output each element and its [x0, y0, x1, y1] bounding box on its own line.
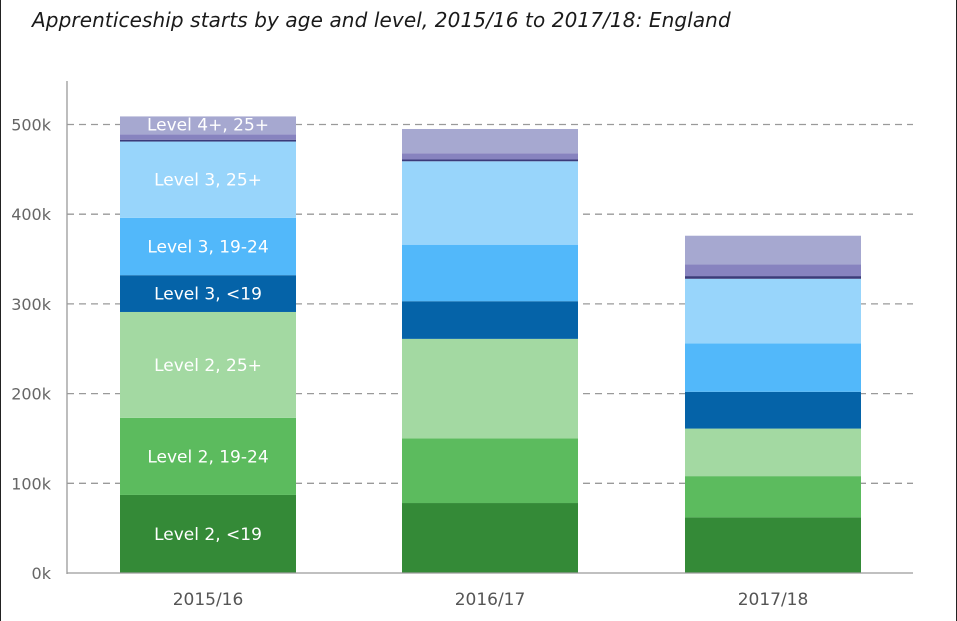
bar-segment [120, 275, 296, 312]
bar-segment [402, 159, 578, 162]
x-axis-labels: 2015/16 2016/17 2017/18 [173, 590, 809, 610]
bars [120, 116, 861, 573]
x-tick-label: 2017/18 [738, 590, 809, 610]
x-tick-label: 2015/16 [173, 590, 244, 610]
bar-segment [685, 428, 861, 477]
x-tick-label: 2016/17 [455, 590, 526, 610]
bar-segment [685, 264, 861, 277]
y-tick-label: 100k [11, 474, 52, 493]
y-tick-label: 200k [11, 385, 52, 404]
segment-label: Level 2, <19 [154, 525, 262, 545]
bar-segment [685, 343, 861, 392]
bar-segment [402, 153, 578, 160]
segment-labels: Level 2, <19 Level 2, 19-24 Level 2, 25+ Le… [147, 115, 269, 545]
y-axis-ticks: 0k 100k 200k 300k 400k 500k [11, 116, 52, 584]
y-tick-label: 500k [11, 116, 52, 135]
bar-segment [120, 116, 296, 135]
bar-segment [402, 503, 578, 573]
bar-segment [402, 161, 578, 245]
bar-segment [685, 391, 861, 429]
segment-label: Level 4+, 25+ [147, 115, 269, 135]
bar-segment [402, 301, 578, 339]
bar-segment [120, 134, 296, 140]
bar-segment [685, 276, 861, 279]
y-tick-label: 0k [32, 564, 52, 583]
bar-segment [402, 244, 578, 302]
bar-segment [120, 311, 296, 418]
segment-label: Level 2, 25+ [154, 356, 262, 376]
bar-segment [120, 494, 296, 573]
segment-label: Level 3, <19 [154, 285, 262, 305]
bar-segment [402, 128, 578, 154]
bar-segment [685, 278, 861, 344]
bar-segment [120, 139, 296, 142]
bar-segment [402, 338, 578, 439]
segment-label: Level 3, 25+ [154, 171, 262, 191]
bar-segment [685, 235, 861, 265]
bar-segment [120, 217, 296, 276]
y-tick-label: 400k [11, 205, 52, 224]
bar-segment [120, 417, 296, 495]
bar-segment [685, 476, 861, 518]
bar-segment [120, 141, 296, 218]
chart-title: Apprenticeship starts by age and level, … [32, 8, 731, 32]
segment-label: Level 3, 19-24 [147, 237, 268, 257]
bar-segment [402, 438, 578, 504]
y-tick-label: 300k [11, 295, 52, 314]
bar-segment [685, 517, 861, 573]
segment-label: Level 2, 19-24 [147, 447, 268, 467]
